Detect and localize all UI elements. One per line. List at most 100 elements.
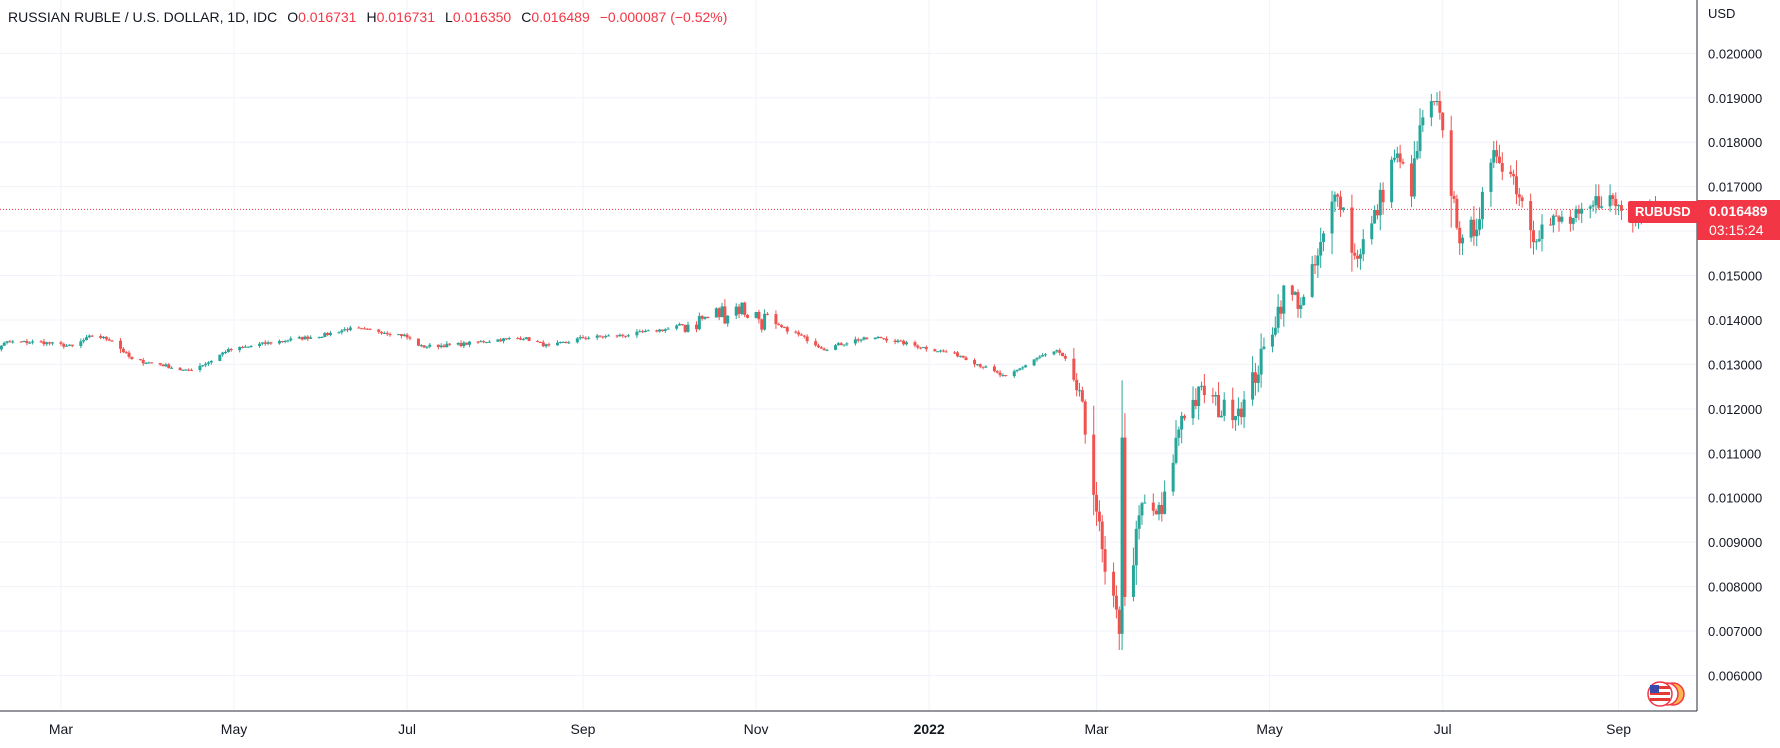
candle-up	[1480, 191, 1484, 220]
candle-down	[1097, 511, 1101, 522]
candle-up	[79, 341, 83, 346]
candle-up	[1131, 565, 1135, 597]
candle-up	[1316, 255, 1320, 266]
candle-down	[476, 341, 480, 343]
candle-down	[499, 339, 503, 342]
last-price-badge: 0.016489 03:15:24	[1697, 200, 1780, 240]
candle-down	[59, 342, 63, 344]
candle-down	[130, 356, 134, 360]
x-tick-label: 2022	[914, 721, 945, 737]
candle-up	[283, 340, 287, 342]
candle-up	[1492, 150, 1496, 163]
candle-down	[161, 364, 165, 367]
high-value: 0.016731	[376, 9, 436, 25]
candle-up	[1234, 416, 1238, 421]
candle-up	[1435, 100, 1439, 102]
candle-up	[198, 365, 202, 371]
candle-up	[714, 308, 718, 318]
symbol-title[interactable]: RUSSIAN RUBLE / U.S. DOLLAR, 1D, IDC	[8, 9, 278, 25]
candle-down	[536, 341, 540, 343]
candle-down	[482, 341, 486, 343]
candle-down	[737, 306, 741, 315]
x-tick-label: Mar	[49, 721, 73, 737]
us-flag-icon[interactable]	[1640, 680, 1686, 708]
candle-up	[1078, 390, 1082, 392]
candle-down	[899, 340, 903, 342]
candle-up	[1370, 223, 1374, 240]
symbol-tag: RUBUSD	[1628, 201, 1698, 223]
candle-up	[1024, 365, 1028, 368]
candle-up	[663, 329, 667, 331]
y-tick-label: 0.015000	[1708, 269, 1762, 284]
candle-down	[121, 348, 125, 353]
candle-up	[507, 338, 511, 340]
candle-down	[782, 327, 786, 329]
candle-down	[1061, 352, 1065, 357]
candle-up	[181, 369, 185, 371]
candle-down	[956, 352, 960, 357]
candle-down	[1279, 306, 1283, 314]
candle-up	[1174, 437, 1178, 463]
candle-down	[902, 340, 906, 345]
candle-up	[502, 338, 506, 342]
candle-up	[1540, 224, 1544, 239]
candle-up	[204, 363, 208, 366]
candle-down	[1313, 264, 1317, 266]
time-axis[interactable]: Mar May Jul Sep Nov 2022 Mar May Jul Sep	[49, 721, 1631, 737]
candle-down	[516, 338, 520, 340]
price-axis[interactable]: 0.006000 0.007000 0.008000 0.009000 0.010000…	[1708, 46, 1762, 683]
candle-up	[496, 339, 500, 342]
candle-down	[541, 342, 545, 347]
candle-down	[346, 329, 350, 331]
candle-up	[544, 344, 548, 347]
y-tick-label: 0.013000	[1708, 357, 1762, 372]
candle-up	[1534, 241, 1538, 243]
candle-up	[1429, 101, 1433, 118]
candle-up	[936, 351, 940, 353]
candle-up	[1171, 462, 1175, 492]
candle-up	[1041, 355, 1045, 357]
candle-up	[845, 343, 849, 345]
candle-up	[1358, 254, 1362, 259]
candle-up	[1038, 356, 1042, 358]
candle-up	[1276, 306, 1280, 328]
candle-up	[939, 350, 943, 352]
candle-down	[1520, 197, 1524, 202]
candle-up	[904, 342, 908, 345]
candle-down	[1497, 156, 1501, 164]
candle-down	[547, 344, 551, 346]
candle-down	[1512, 174, 1516, 177]
y-tick-label: 0.020000	[1708, 46, 1762, 61]
candle-up	[31, 341, 35, 343]
candle-down	[8, 341, 12, 343]
candle-down	[1577, 209, 1581, 214]
candle-down	[1549, 224, 1553, 226]
candle-up	[638, 331, 642, 333]
candle-down	[1080, 390, 1084, 402]
candle-down	[138, 359, 142, 361]
candle-down	[1058, 350, 1062, 353]
candle-up	[1015, 369, 1019, 372]
currency-label[interactable]: USD	[1708, 6, 1736, 21]
candle-down	[1531, 230, 1535, 243]
candle-down	[655, 330, 659, 332]
candle-down	[706, 316, 710, 318]
candle-up	[1591, 205, 1595, 207]
candle-up	[397, 334, 401, 336]
candle-up	[1293, 292, 1297, 295]
candle-up	[1262, 346, 1266, 349]
candle-down	[104, 336, 108, 340]
candle-up	[164, 364, 168, 367]
candle-down	[42, 341, 46, 345]
candle-down	[1554, 215, 1558, 217]
candle-up	[1137, 515, 1141, 529]
candle-down	[90, 335, 94, 337]
candle-up	[102, 336, 106, 338]
open-value: 0.016731	[298, 9, 357, 25]
candle-down	[598, 335, 602, 337]
candle-up	[607, 335, 611, 337]
candle-up	[226, 349, 230, 353]
candle-up	[876, 336, 880, 338]
